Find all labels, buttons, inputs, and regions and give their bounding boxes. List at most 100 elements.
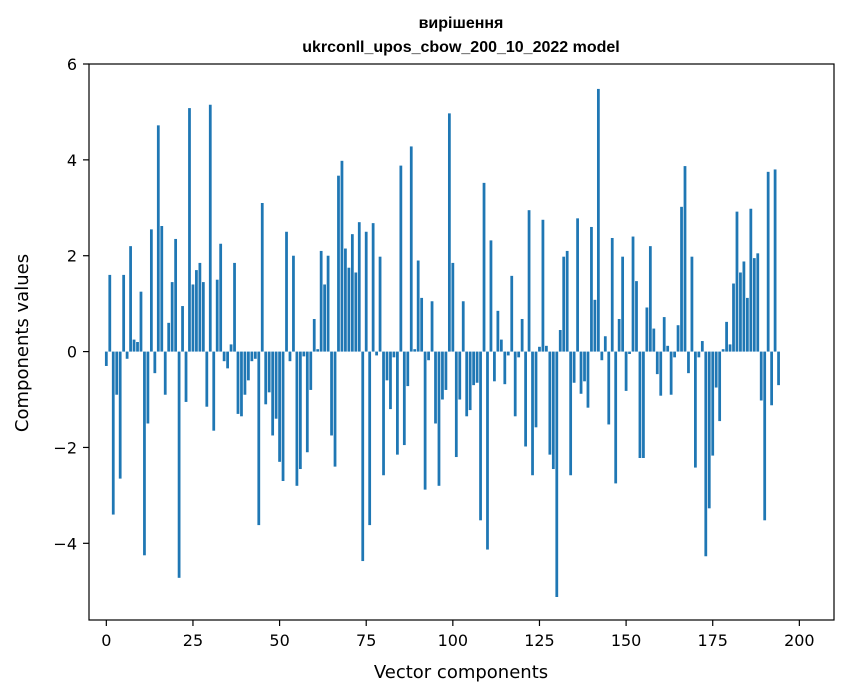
bar [333, 351, 337, 467]
bar [749, 208, 753, 352]
bar [745, 297, 749, 352]
bar [700, 341, 704, 352]
bar [444, 351, 448, 390]
bar [770, 351, 774, 406]
bar [437, 351, 441, 486]
bar [375, 351, 378, 356]
bar [572, 351, 576, 383]
bar [434, 351, 437, 424]
bar [659, 351, 663, 396]
x-tick-label: 200 [784, 631, 815, 650]
bar [728, 344, 732, 352]
bar [458, 351, 462, 400]
bar [295, 351, 299, 486]
bar [219, 243, 223, 352]
bar [312, 318, 316, 352]
bar [517, 351, 521, 358]
bar [253, 351, 257, 359]
bar [243, 351, 247, 395]
bar [298, 351, 302, 470]
bar [756, 253, 760, 352]
bar [330, 351, 333, 436]
x-tick-label: 0 [101, 631, 111, 650]
bar [541, 219, 545, 352]
bar [108, 274, 112, 352]
bar [496, 310, 500, 352]
bar [409, 146, 413, 352]
bar [683, 166, 687, 352]
bar [233, 262, 236, 352]
bar [441, 351, 444, 400]
bar [538, 346, 541, 352]
bar [687, 351, 690, 374]
bar [766, 171, 770, 352]
bar [752, 258, 756, 352]
bar [562, 256, 566, 352]
bar [610, 237, 614, 352]
bar [673, 351, 676, 358]
bar [555, 351, 559, 597]
bar [763, 351, 767, 521]
bar [489, 240, 493, 352]
bar [389, 351, 392, 410]
bar [129, 246, 132, 352]
bar [593, 299, 597, 352]
bar [545, 345, 548, 352]
bar [371, 223, 375, 352]
bar [423, 351, 427, 490]
bar [305, 351, 309, 453]
bar [694, 351, 697, 468]
bar [697, 351, 701, 358]
y-tick-label: 0 [67, 343, 77, 362]
y-tick-label: 4 [67, 151, 77, 170]
bar [576, 218, 579, 352]
bar [292, 255, 295, 352]
bar [704, 351, 708, 557]
bar [642, 351, 645, 458]
bar [596, 88, 600, 352]
bar [111, 351, 115, 515]
bar [465, 351, 469, 417]
bar [163, 351, 167, 395]
bar [503, 351, 507, 385]
bar [777, 351, 780, 386]
bar [666, 345, 670, 352]
bar [603, 336, 607, 352]
bar [548, 351, 552, 455]
bar [725, 321, 728, 352]
bar [177, 351, 181, 578]
bar [264, 351, 268, 405]
bar [385, 351, 389, 381]
bar [215, 279, 219, 352]
bar [170, 282, 174, 352]
bar [139, 291, 143, 352]
bar [319, 250, 323, 352]
bar [718, 351, 722, 422]
bar [655, 351, 659, 375]
bar [590, 226, 593, 352]
bar [420, 297, 424, 352]
bar [499, 339, 503, 352]
bar [732, 283, 735, 352]
bar [396, 351, 399, 455]
bar [340, 160, 344, 352]
bar [669, 351, 673, 395]
bar [506, 351, 510, 356]
bar [122, 274, 126, 352]
y-axis-label: Components values [12, 254, 33, 432]
bar [579, 351, 583, 394]
bar [153, 351, 157, 374]
bar [600, 351, 604, 361]
bar [742, 261, 746, 352]
bar [721, 349, 725, 352]
bar [624, 351, 628, 391]
bar [735, 211, 739, 352]
bar [520, 318, 524, 352]
bar [680, 206, 683, 352]
bar [347, 267, 351, 352]
x-tick-label: 25 [183, 631, 203, 650]
bar [357, 222, 361, 352]
bar [174, 238, 178, 352]
x-tick-label: 125 [524, 631, 555, 650]
plot-frame [88, 63, 835, 621]
